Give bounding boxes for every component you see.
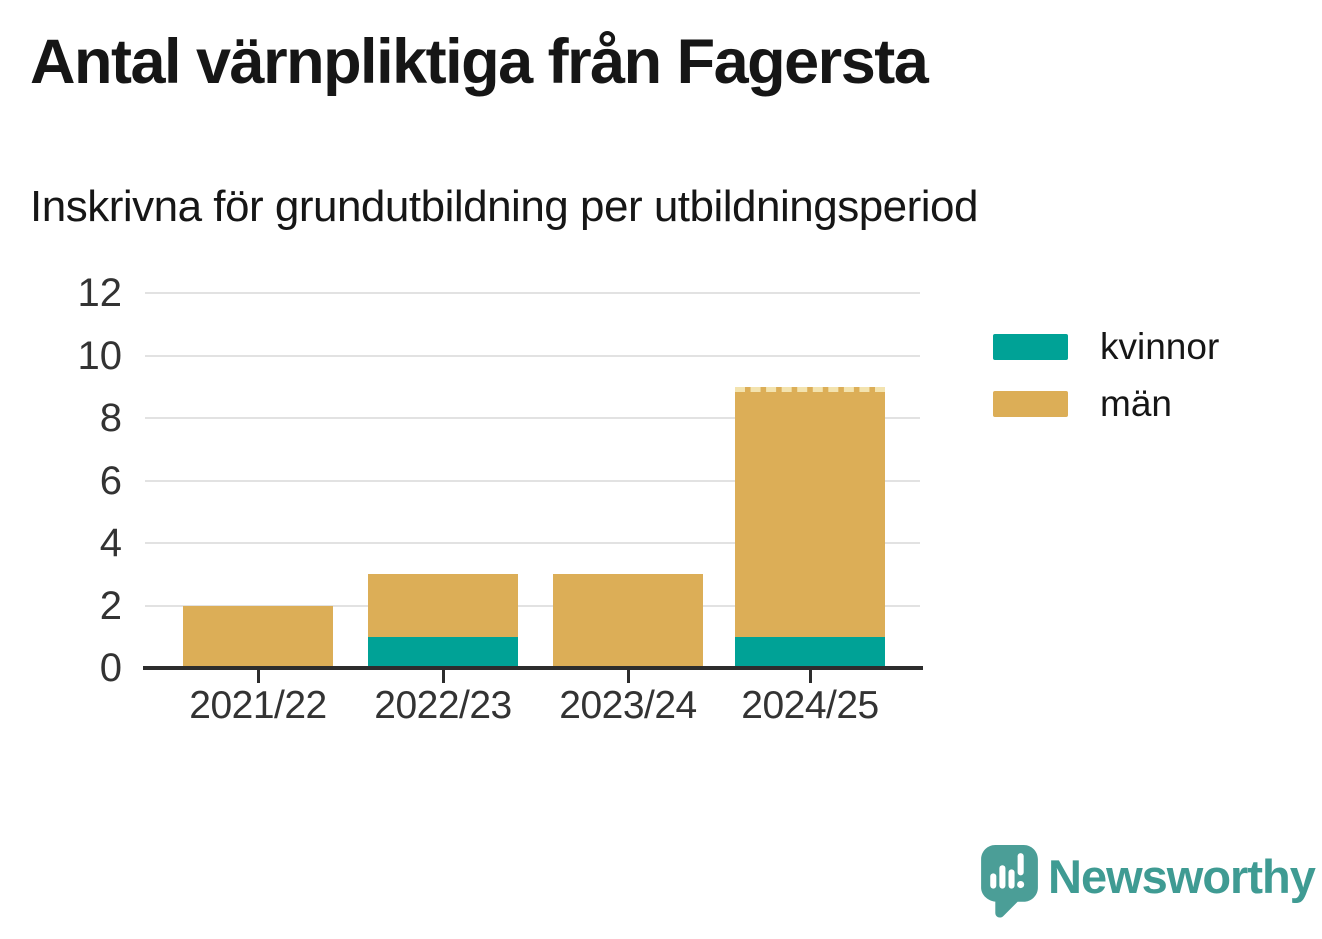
bar-2022-23-män bbox=[368, 574, 518, 637]
legend: kvinnor män bbox=[993, 326, 1220, 448]
gridline-y-12 bbox=[145, 292, 920, 294]
bar-2024-25-män bbox=[735, 386, 885, 637]
x-tick bbox=[808, 670, 812, 683]
gridline-y-2 bbox=[145, 604, 920, 607]
x-tick bbox=[441, 670, 445, 683]
y-tick-label: 12 bbox=[77, 271, 123, 315]
x-axis-line bbox=[143, 666, 923, 670]
newsworthy-logo-icon bbox=[981, 845, 1038, 918]
gridline-y-8 bbox=[145, 417, 920, 419]
plot-area bbox=[145, 292, 920, 668]
x-tick bbox=[256, 670, 260, 683]
y-tick-label: 10 bbox=[77, 333, 123, 378]
legend-label-män: män bbox=[1100, 383, 1172, 424]
x-tick-label: 2023/24 bbox=[559, 684, 697, 727]
x-tick-label: 2022/23 bbox=[374, 684, 512, 727]
y-tick-label: 4 bbox=[99, 521, 122, 565]
y-tick-label: 2 bbox=[99, 583, 122, 628]
gridline-y-10 bbox=[145, 354, 920, 357]
legend-label-kvinnor: kvinnor bbox=[1100, 326, 1220, 367]
legend-item-kvinnor: kvinnor bbox=[993, 326, 1220, 367]
brand-name: Newsworthy bbox=[1048, 850, 1316, 903]
gridline-y-4 bbox=[145, 542, 920, 544]
x-tick-label: 2024/25 bbox=[741, 684, 879, 727]
provisional-top-dashed-edge bbox=[735, 386, 885, 392]
legend-swatch-män bbox=[993, 391, 1068, 417]
y-tick-label: 6 bbox=[99, 458, 122, 503]
brand: Newsworthy bbox=[981, 845, 1316, 918]
bar-2021-22-män bbox=[183, 605, 333, 668]
y-tick-label: 8 bbox=[99, 396, 122, 440]
bar-2023-24-män bbox=[553, 574, 703, 668]
y-tick-label: 0 bbox=[99, 646, 122, 690]
bar-2024-25-kvinnor bbox=[735, 636, 885, 668]
legend-item-män: män bbox=[993, 383, 1219, 424]
x-tick-label: 2021/22 bbox=[189, 684, 327, 727]
chart-title: Antal värnpliktiga från Fagersta bbox=[30, 27, 929, 97]
x-tick bbox=[626, 670, 630, 683]
gridline-y-6 bbox=[145, 479, 920, 482]
chart-subtitle: Inskrivna för grundutbildning per utbild… bbox=[30, 182, 979, 231]
bar-2022-23-kvinnor bbox=[368, 636, 518, 668]
legend-swatch-kvinnor bbox=[993, 334, 1068, 360]
